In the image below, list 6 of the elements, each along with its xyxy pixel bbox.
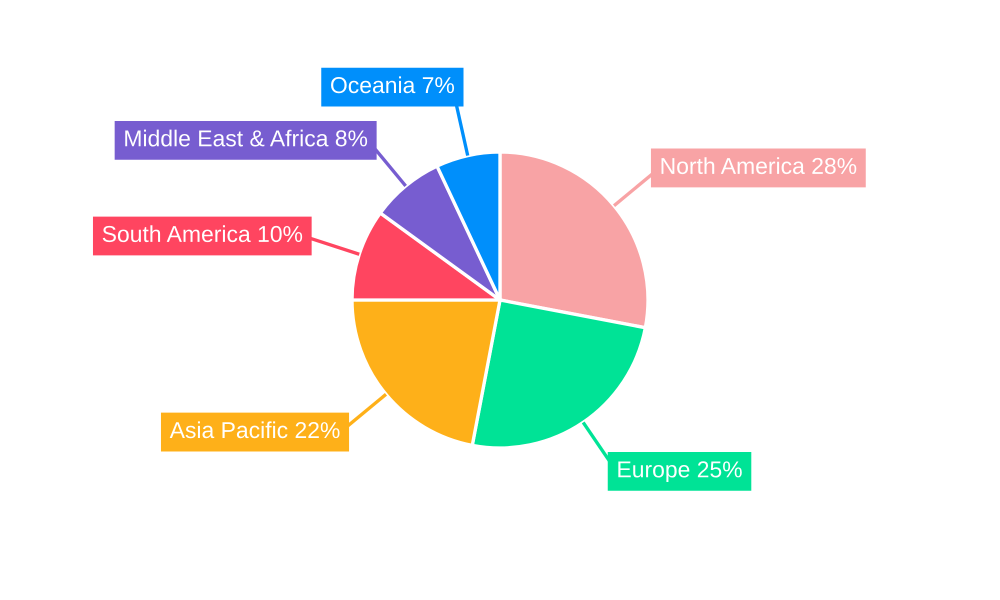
slice-label: Oceania 7%	[331, 76, 454, 94]
slice-label: Asia Pacific 22%	[170, 421, 340, 438]
slice-label: South America 10%	[102, 225, 302, 242]
slice-label: Europe 25%	[618, 461, 742, 482]
slice-label: Middle East & Africa 8%	[125, 130, 368, 146]
slice-label: North America 28%	[662, 157, 856, 174]
